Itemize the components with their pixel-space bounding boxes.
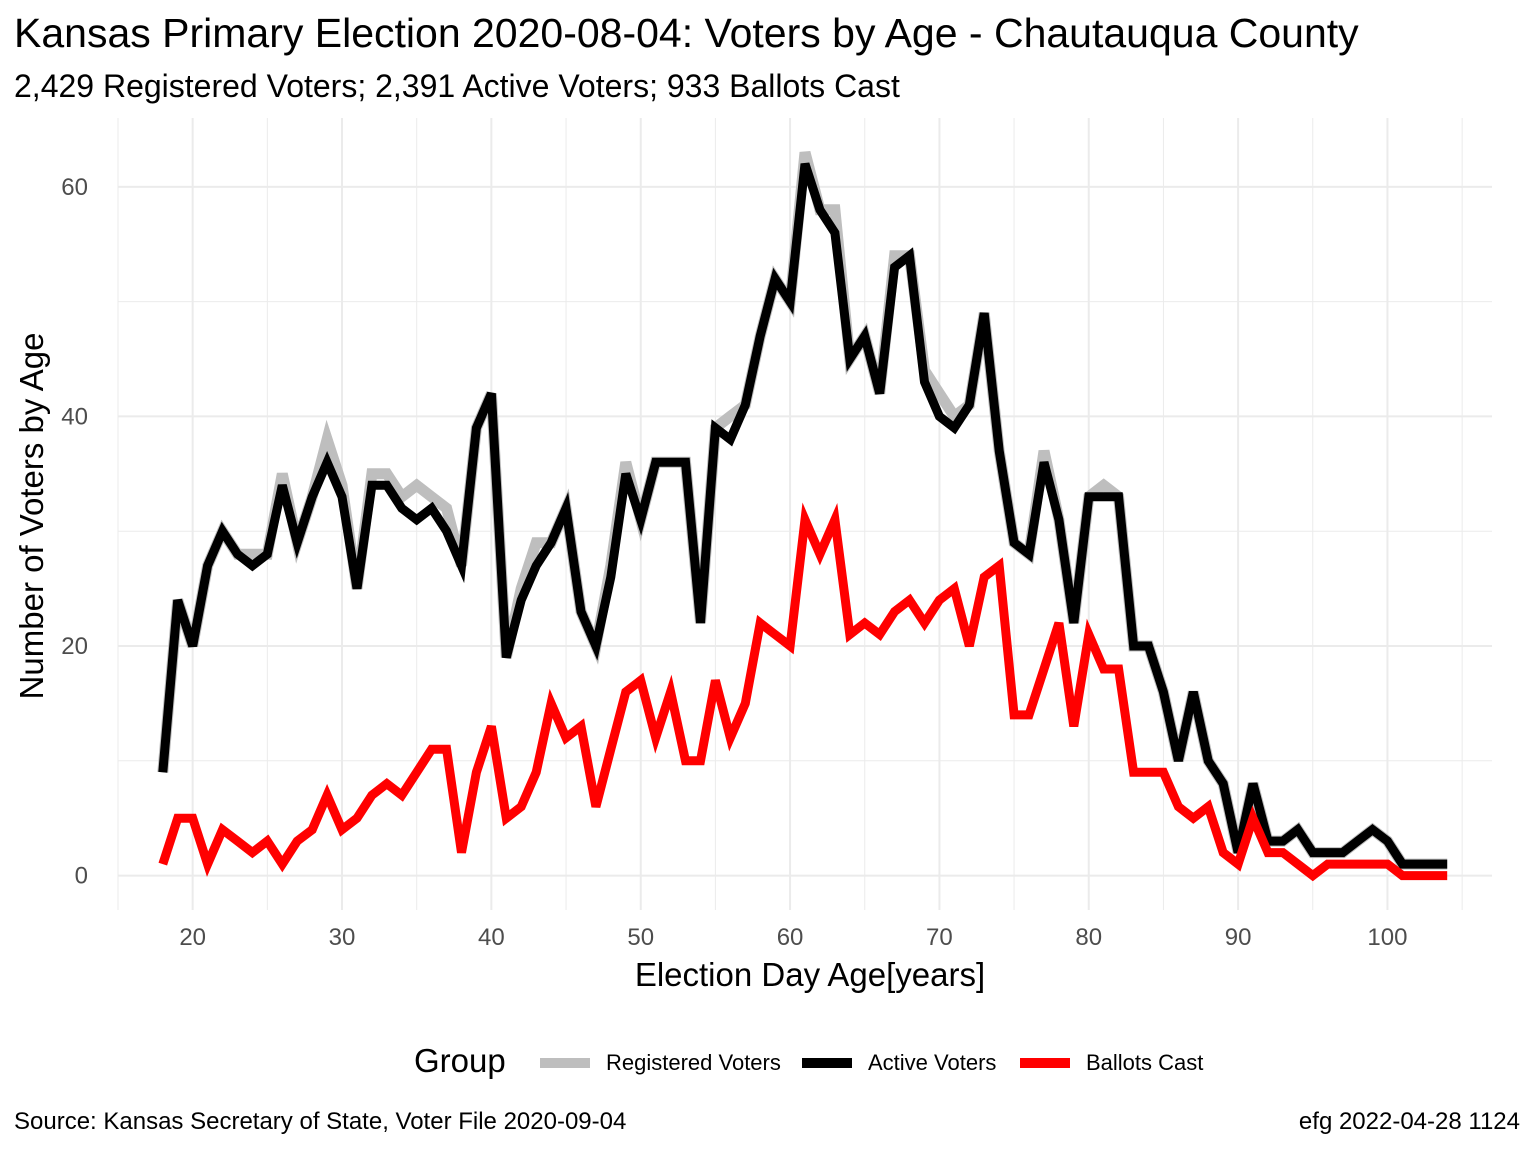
legend-item-ballots: Ballots Cast	[1020, 1048, 1203, 1078]
series-line-active	[158, 162, 1448, 869]
x-axis-label: Election Day Age[years]	[635, 956, 985, 993]
x-tick-label: 60	[777, 924, 804, 951]
y-tick-label: 60	[61, 174, 88, 201]
y-axis-label: Number of Voters by Age	[13, 333, 50, 700]
line-chart: 20 30 40 50 60 70 80 90 100 0 20 40 60 Election Day …	[13, 118, 1492, 993]
legend-label-registered: Registered Voters	[606, 1050, 781, 1075]
chart-subtitle: 2,429 Registered Voters; 2,391 Active Vo…	[14, 68, 900, 104]
legend-label-ballots: Ballots Cast	[1086, 1050, 1204, 1075]
legend-item-active: Active Voters	[802, 1048, 996, 1078]
credit-caption: efg 2022-04-28 1124	[1298, 1108, 1520, 1135]
x-tick-label: 50	[627, 924, 654, 951]
legend-label-active: Active Voters	[868, 1050, 997, 1075]
x-tick-label: 40	[478, 924, 505, 951]
legend-key-ballots	[1020, 1058, 1070, 1068]
legend-key-registered	[540, 1058, 590, 1068]
ticks-layer: 20 30 40 50 60 70 80 90 100 0 20 40 60	[61, 174, 1407, 951]
y-tick-label: 40	[61, 403, 88, 430]
series-layer	[157, 151, 1448, 882]
series-line-ballots	[158, 502, 1448, 882]
grid-major	[118, 118, 1492, 910]
legend-title: Group	[414, 1042, 506, 1079]
y-tick-label: 0	[75, 863, 88, 890]
y-tick-label: 20	[61, 633, 88, 660]
x-tick-label: 30	[329, 924, 356, 951]
x-tick-label: 90	[1225, 924, 1252, 951]
legend-item-registered: Registered Voters	[540, 1048, 781, 1078]
x-tick-label: 20	[179, 924, 206, 951]
chart-title: Kansas Primary Election 2020-08-04: Vote…	[14, 10, 1359, 56]
x-tick-label: 80	[1075, 924, 1102, 951]
legend: Group Registered Voters Active Voters Ba…	[0, 1038, 1536, 1088]
series-line-registered	[157, 151, 1448, 870]
x-tick-label: 100	[1367, 924, 1407, 951]
source-caption: Source: Kansas Secretary of State, Voter…	[14, 1108, 627, 1135]
legend-key-active	[802, 1058, 852, 1068]
x-tick-label: 70	[926, 924, 953, 951]
